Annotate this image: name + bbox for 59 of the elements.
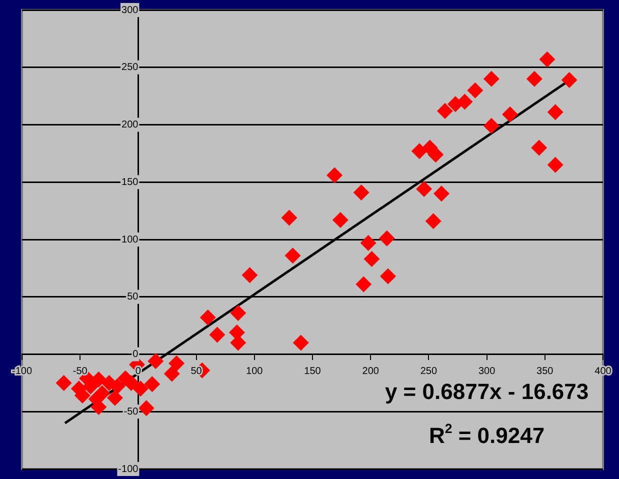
x-tick-label: 350 bbox=[536, 366, 554, 377]
point bbox=[483, 118, 500, 134]
y-tick-label: 250 bbox=[122, 62, 139, 74]
point bbox=[380, 268, 396, 284]
point bbox=[148, 353, 164, 370]
point bbox=[106, 390, 123, 406]
x-tick-label: -100 bbox=[12, 366, 32, 377]
point bbox=[428, 146, 444, 163]
point bbox=[138, 400, 154, 416]
y-tick-label: 200 bbox=[122, 120, 139, 130]
x-tick-label: 200 bbox=[362, 366, 380, 377]
y-tick-label: 300 bbox=[122, 4, 139, 16]
point bbox=[539, 51, 556, 68]
x-tick-label: 300 bbox=[478, 366, 496, 377]
point bbox=[378, 230, 395, 246]
point bbox=[353, 184, 370, 200]
y-tick-label: -100 bbox=[118, 464, 139, 475]
point bbox=[425, 213, 442, 230]
x-tick-label: 150 bbox=[304, 366, 322, 377]
point bbox=[411, 143, 428, 160]
point bbox=[242, 267, 258, 284]
y-tick-label: -50 bbox=[124, 406, 139, 418]
x-tick-label: -50 bbox=[72, 366, 88, 377]
y-tick-label: 150 bbox=[122, 176, 139, 188]
point bbox=[561, 72, 578, 88]
point bbox=[281, 210, 298, 226]
point bbox=[356, 276, 372, 292]
point bbox=[132, 380, 149, 397]
y-tick-label: 100 bbox=[122, 234, 139, 246]
point bbox=[502, 106, 518, 122]
point bbox=[526, 70, 542, 87]
x-tick-label: 250 bbox=[420, 366, 438, 377]
x-tick-label: 400 bbox=[594, 366, 612, 377]
x-tick-label: 100 bbox=[246, 366, 264, 377]
point bbox=[209, 326, 226, 343]
point bbox=[447, 96, 464, 112]
point bbox=[168, 355, 185, 372]
y-tick-label: 50 bbox=[127, 292, 139, 303]
point bbox=[200, 310, 216, 326]
point bbox=[433, 186, 450, 202]
point bbox=[531, 140, 548, 156]
point bbox=[292, 334, 309, 351]
point bbox=[547, 104, 564, 120]
point bbox=[467, 82, 484, 98]
point bbox=[56, 374, 72, 391]
point bbox=[547, 156, 564, 173]
point bbox=[360, 234, 376, 251]
point bbox=[144, 376, 160, 392]
point bbox=[436, 102, 453, 119]
point bbox=[483, 70, 500, 87]
point bbox=[284, 248, 301, 264]
point bbox=[164, 366, 180, 382]
point bbox=[326, 167, 343, 184]
point bbox=[332, 212, 348, 228]
y-tick-label: 0 bbox=[132, 349, 139, 360]
point bbox=[416, 181, 432, 198]
point bbox=[364, 251, 380, 268]
annotation: y = 0.6877x - 16.673 bbox=[384, 379, 589, 404]
point bbox=[230, 304, 246, 321]
